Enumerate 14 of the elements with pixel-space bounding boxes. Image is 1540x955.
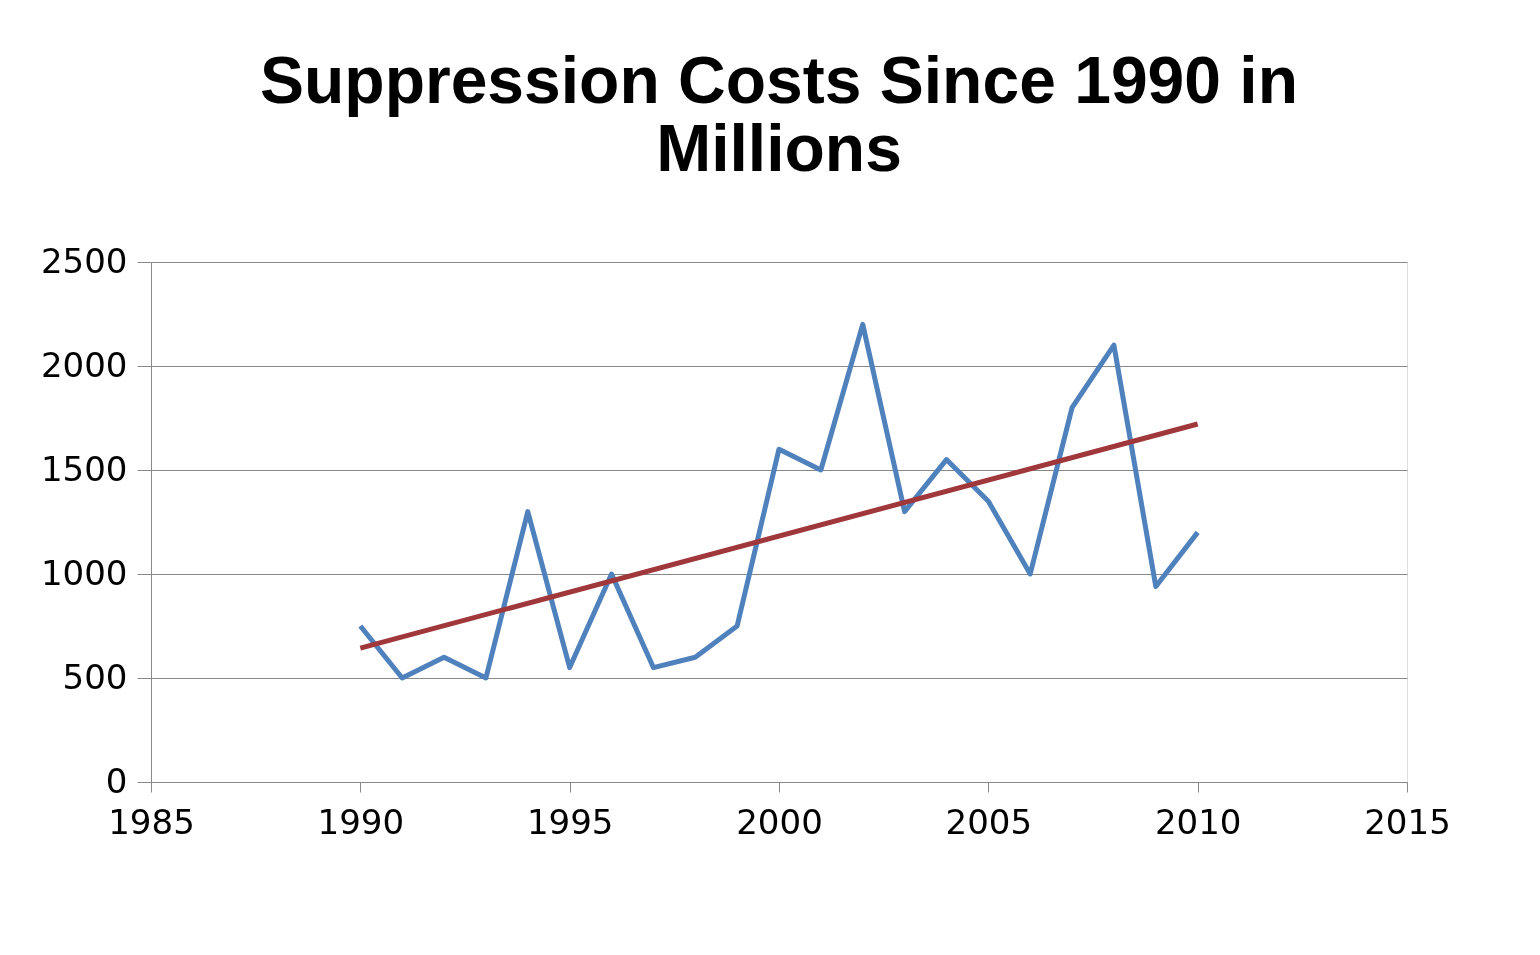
y-tick-label: 0	[105, 760, 128, 801]
x-tick-label: 1990	[317, 801, 405, 842]
x-tick-label: 2005	[945, 801, 1033, 842]
chart-title: Suppression Costs Since 1990 in Millions	[259, 43, 1299, 185]
y-tick-label: 500	[62, 656, 128, 697]
x-tick-label: 1985	[108, 801, 195, 842]
y-tick-label: 1500	[40, 448, 128, 489]
y-tick-label: 2500	[40, 240, 128, 281]
x-tick-label: 1995	[526, 801, 614, 842]
y-tick-label: 2000	[40, 344, 128, 385]
x-tick-label: 2000	[736, 801, 823, 842]
x-tick-label: 2015	[1364, 801, 1451, 842]
y-tick-label: 1000	[40, 552, 128, 593]
x-tick-label: 2010	[1154, 801, 1242, 842]
